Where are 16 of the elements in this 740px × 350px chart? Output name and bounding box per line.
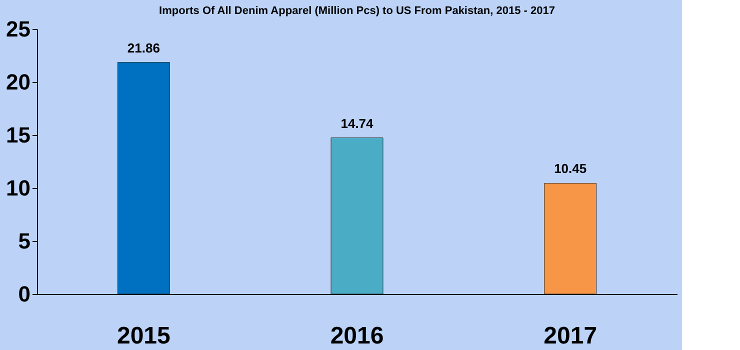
bar <box>544 182 597 294</box>
y-tick-label: 5 <box>18 228 30 254</box>
x-tick-label: 2017 <box>544 322 598 350</box>
y-tick-label: 20 <box>6 70 30 94</box>
x-tick-label: 2015 <box>116 322 170 350</box>
chart-title: Imports Of All Denim Apparel (Million Pcs) to US From Pakistan, 2015 - 2017 <box>159 5 555 17</box>
y-tick-label: 15 <box>6 122 30 148</box>
bar <box>117 62 170 294</box>
data-label: 14.74 <box>340 116 374 131</box>
y-tick-label: 10 <box>6 176 30 200</box>
y-tick-label: 25 <box>6 16 30 42</box>
y-tick-label: 0 <box>18 282 30 306</box>
x-tick-label: 2016 <box>330 322 384 350</box>
bar <box>330 138 384 294</box>
data-label: 21.86 <box>127 40 160 56</box>
data-label: 10.45 <box>554 161 587 176</box>
